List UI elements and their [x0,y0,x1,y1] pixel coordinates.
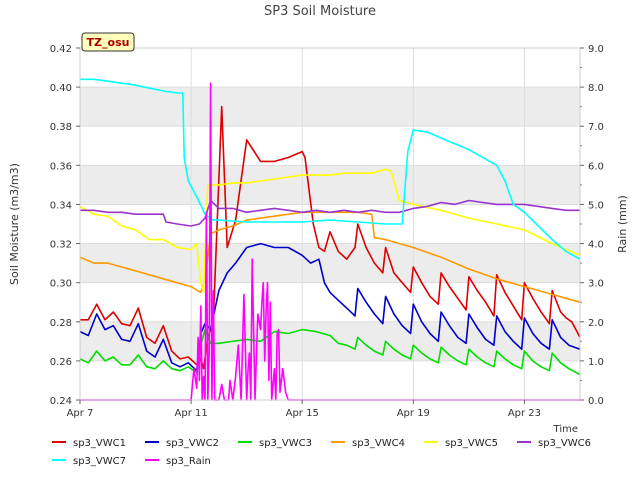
series-line-sp3-vwc4 [79,211,581,303]
y-tick-label: 0.26 [50,357,72,368]
legend: sp3_VWC1 sp3_VWC2 sp3_VWC3 sp3_VWC4 sp3_VWC5… [52,438,591,467]
series-line-sp3-vwc5 [79,168,581,294]
grid-band [80,165,580,205]
station-badge-label: TZ_osu [87,36,130,49]
series-line-sp3-vwc6 [80,199,580,227]
axes: 0.24 0.26 0.28 0.30 0.32 0.34 0.36 0.38 0.40 0.42… [50,44,604,419]
y2-tick-label: 9.0 [588,44,604,55]
y2-tick-label: 7.0 [588,122,604,133]
legend-item: sp3_VWC7 [52,456,126,467]
y2-axis-label: Rain (mm) [616,195,629,253]
legend-label: sp3_VWC6 [538,438,591,449]
y2-tick-label: 8.0 [588,83,604,94]
y-tick-label: 0.34 [50,200,72,211]
x-tick-label: Apr 11 [175,408,208,419]
background-bands [80,87,580,361]
y2-tick-label: 5.0 [588,200,604,211]
station-badge-box [81,32,135,52]
grid-band [80,321,580,361]
series-line-sp3-vwc1 [80,105,581,370]
legend-label: sp3_VWC5 [445,438,498,449]
legend-item: sp3_VWC6 [517,438,591,449]
y-tick-label: 0.42 [50,44,72,55]
y2-tick-label: 3.0 [588,279,604,290]
series-line-sp3-vwc2 [79,242,581,372]
legend-item: sp3_VWC5 [424,438,498,449]
x-axis-label: Time [553,424,578,435]
legend-label: sp3_Rain [166,456,211,467]
grid-band [80,87,580,127]
y-tick-label: 0.30 [50,279,72,290]
legend-label: sp3_VWC7 [73,456,126,467]
station-badge: TZ_osu [81,32,135,52]
y-tick-label: 0.38 [50,122,72,133]
legend-label: sp3_VWC3 [259,438,312,449]
legend-item: sp3_VWC3 [238,438,312,449]
series-line-sp3-vwc3 [79,328,581,376]
legend-item: sp3_VWC4 [331,438,405,449]
y2-tick-label: 0.0 [588,396,604,407]
legend-item: sp3_VWC2 [145,438,219,449]
y-tick-label: 0.36 [50,161,72,172]
y2-tick-label: 6.0 [588,161,604,172]
x-tick-label: Apr 23 [508,408,541,419]
chart-title: SP3 Soil Moisture [264,4,376,19]
legend-label: sp3_VWC4 [352,438,405,449]
y-axis-label: Soil Moisture (m3/m3) [8,163,21,285]
y-tick-label: 0.32 [50,240,72,251]
legend-label: sp3_VWC1 [73,438,126,449]
y-tick-label: 0.24 [50,396,72,407]
y-tick-label: 0.28 [50,318,72,329]
y2-tick-label: 2.0 [588,318,604,329]
y2-tick-label: 1.0 [588,357,604,368]
y2-tick-label: 4.0 [588,240,604,251]
legend-label: sp3_VWC2 [166,438,219,449]
legend-item: sp3_Rain [145,456,211,467]
x-tick-label: Apr 15 [286,408,319,419]
legend-item: sp3_VWC1 [52,438,126,449]
y-tick-label: 0.40 [50,83,72,94]
x-tick-label: Apr 19 [397,408,430,419]
x-tick-label: Apr 7 [67,408,94,419]
series-line-sp3-vwc7 [80,78,581,260]
